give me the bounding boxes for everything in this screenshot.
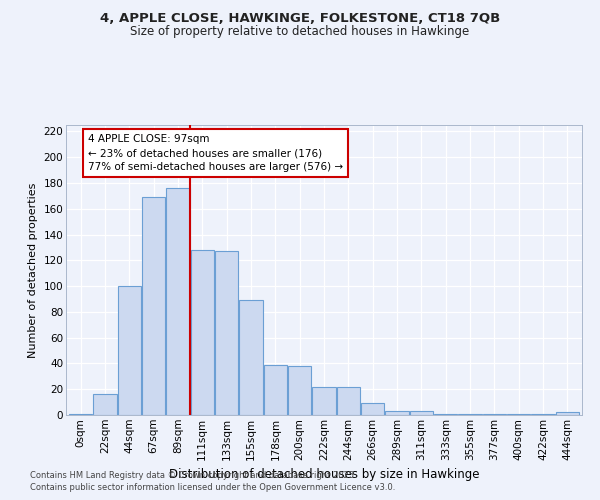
- Bar: [118, 286, 141, 415]
- Bar: [556, 412, 579, 415]
- Text: Contains HM Land Registry data © Crown copyright and database right 2025.: Contains HM Land Registry data © Crown c…: [30, 471, 356, 480]
- Bar: [410, 411, 433, 415]
- Bar: [313, 386, 335, 415]
- Bar: [507, 414, 530, 415]
- Text: 4, APPLE CLOSE, HAWKINGE, FOLKESTONE, CT18 7QB: 4, APPLE CLOSE, HAWKINGE, FOLKESTONE, CT…: [100, 12, 500, 26]
- Y-axis label: Number of detached properties: Number of detached properties: [28, 182, 38, 358]
- Bar: [191, 250, 214, 415]
- Bar: [215, 252, 238, 415]
- Bar: [69, 414, 92, 415]
- Bar: [385, 411, 409, 415]
- Bar: [288, 366, 311, 415]
- Bar: [337, 386, 360, 415]
- Text: 4 APPLE CLOSE: 97sqm
← 23% of detached houses are smaller (176)
77% of semi-deta: 4 APPLE CLOSE: 97sqm ← 23% of detached h…: [88, 134, 343, 172]
- Bar: [532, 414, 554, 415]
- X-axis label: Distribution of detached houses by size in Hawkinge: Distribution of detached houses by size …: [169, 468, 479, 481]
- Bar: [458, 414, 482, 415]
- Bar: [239, 300, 263, 415]
- Bar: [142, 197, 165, 415]
- Bar: [361, 404, 384, 415]
- Bar: [434, 414, 457, 415]
- Bar: [94, 394, 116, 415]
- Bar: [264, 364, 287, 415]
- Bar: [483, 414, 506, 415]
- Text: Size of property relative to detached houses in Hawkinge: Size of property relative to detached ho…: [130, 25, 470, 38]
- Text: Contains public sector information licensed under the Open Government Licence v3: Contains public sector information licen…: [30, 484, 395, 492]
- Bar: [166, 188, 190, 415]
